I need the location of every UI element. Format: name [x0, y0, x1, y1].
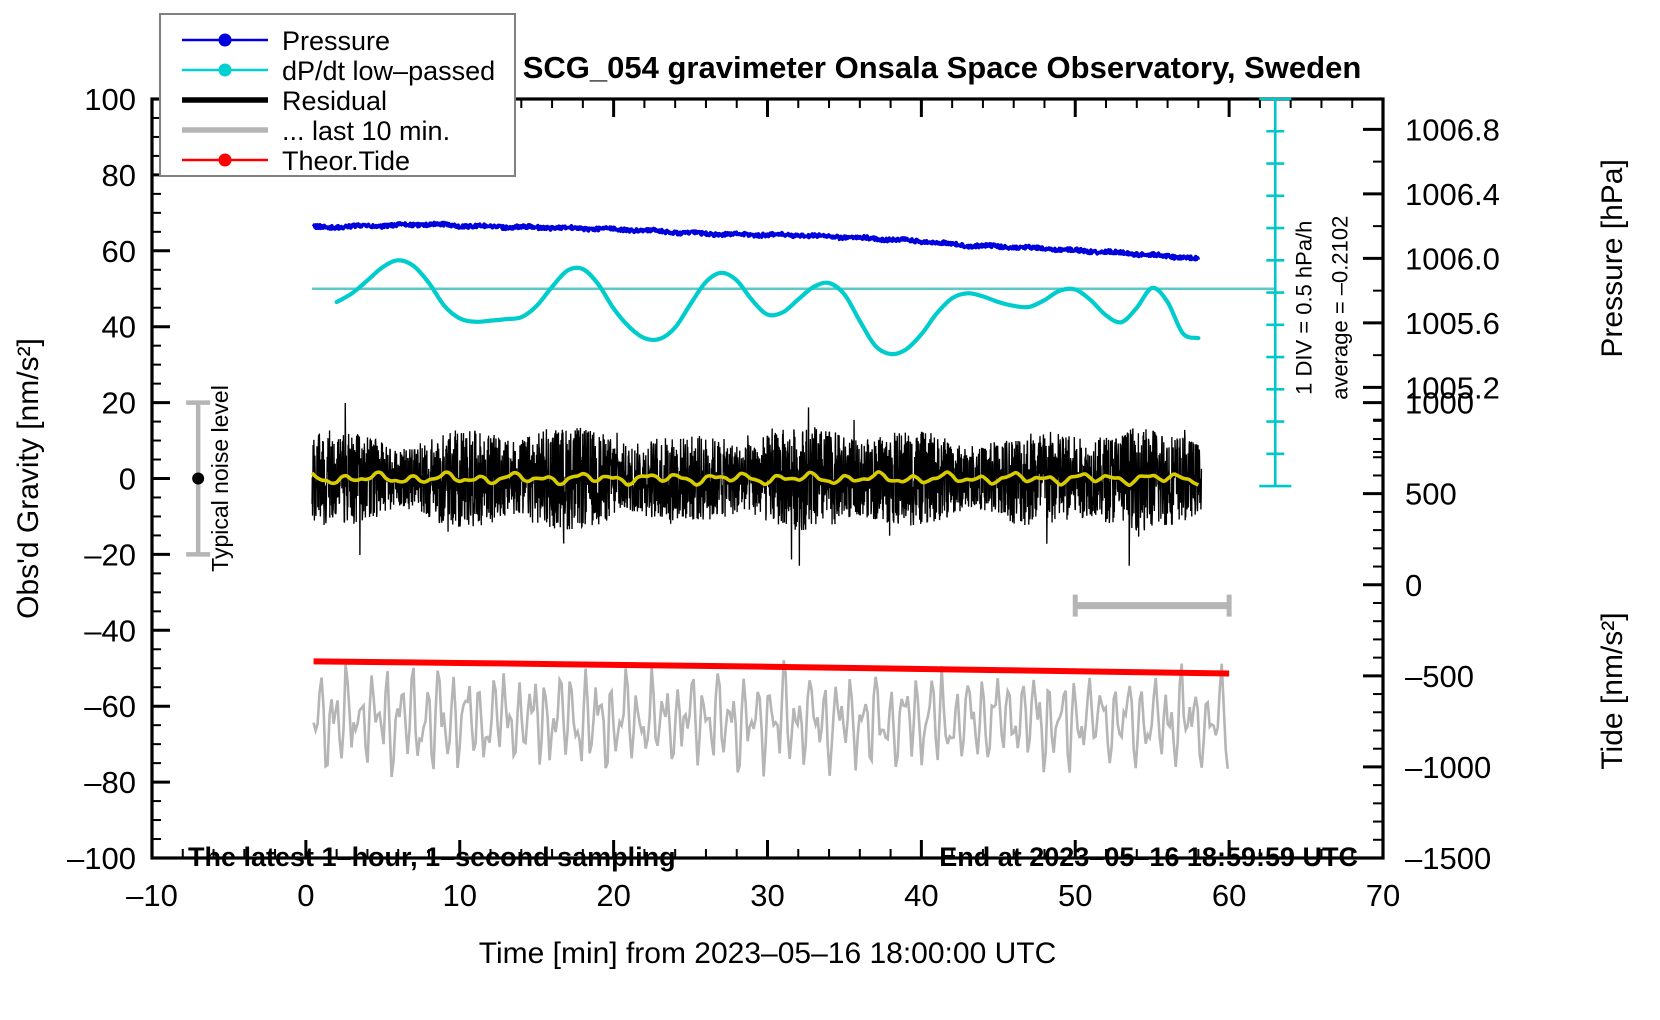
x-tick-label: 70	[1366, 878, 1400, 913]
typical-noise-level-marker: Typical noise level	[186, 385, 233, 572]
tide-tick-label: –1500	[1405, 841, 1491, 876]
dpdt-scale-note: 1 DIV = 0.5 hPa/h	[1291, 221, 1316, 395]
y-tick-label: 20	[102, 386, 136, 421]
pressure-tick-label: 1005.2	[1405, 370, 1500, 405]
legend-swatch-dot	[218, 153, 232, 167]
legend-label: ... last 10 min.	[282, 116, 450, 146]
y-tick-label: –100	[67, 841, 136, 876]
dpdt-trace	[334, 258, 1201, 357]
last-10-min-trace	[312, 660, 1230, 778]
y-tick-label: 60	[102, 234, 136, 269]
legend-label: Residual	[282, 86, 387, 116]
y-tick-label: 40	[102, 310, 136, 345]
y-tick-label: –40	[84, 613, 136, 648]
pressure-tick-label: 1006.4	[1405, 177, 1500, 212]
x-tick-label: 30	[750, 878, 784, 913]
y-axis-title: Obs'd Gravity [nm/s²]	[12, 338, 45, 619]
x-axis-title: Time [min] from 2023–05–16 18:00:00 UTC	[479, 937, 1057, 970]
legend-label: Pressure	[282, 26, 390, 56]
legend-item[interactable]: Residual	[182, 86, 387, 116]
x-tick-label: 50	[1058, 878, 1092, 913]
x-tick-label: 60	[1212, 878, 1246, 913]
chart-title: SCG_054 gravimeter Onsala Space Observat…	[523, 50, 1362, 85]
x-tick-label: 20	[596, 878, 630, 913]
y-axis-right: 1005.2 1005.6 1006.0 1006.4 1006.8 Pressure […	[1363, 112, 1629, 876]
pressure-tick-label: 1006.8	[1405, 112, 1500, 147]
residual-trace	[311, 402, 1203, 566]
theoretical-tide-trace	[313, 658, 1230, 677]
tide-tick-label: 500	[1405, 477, 1457, 512]
footer-left-note: The latest 1–hour, 1–second sampling	[188, 842, 676, 872]
legend-label: dP/dt low–passed	[282, 56, 495, 86]
footer-right-note: End at 2023–05–16 18:59:59 UTC	[939, 842, 1358, 872]
typical-noise-level-label: Typical noise level	[207, 385, 233, 572]
x-tick-label: –10	[126, 878, 178, 913]
tide-tick-label: –500	[1405, 659, 1474, 694]
y-tick-label: 80	[102, 158, 136, 193]
noise-center-dot	[192, 472, 205, 485]
x-tick-label: 0	[297, 878, 314, 913]
y-tick-label: –20	[84, 537, 136, 572]
pressure-tick-label: 1005.6	[1405, 306, 1500, 341]
pressure-tick-label: 1006.0	[1405, 241, 1500, 276]
pressure-axis-title: Pressure [hPa]	[1596, 159, 1629, 357]
residual-smoothed-trace	[310, 470, 1200, 487]
tide-tick-label: –1000	[1405, 750, 1491, 785]
y-tick-label: 100	[84, 82, 136, 117]
legend-swatch-dot	[218, 63, 232, 77]
dpdt-average-note: average = –0.2102	[1327, 216, 1352, 400]
last-10-min-span-bar	[1072, 594, 1232, 617]
legend-swatch-dot	[218, 33, 232, 47]
dpdt-scale-bar: 1 DIV = 0.5 hPa/h average = –0.2102	[1259, 97, 1352, 488]
y-tick-label: 0	[119, 462, 136, 497]
x-axis: –10 0 10 20 30 40 50 60 70 Time [min] from 2023–0…	[126, 99, 1400, 970]
legend-item[interactable]: Pressure	[182, 26, 390, 56]
x-tick-label: 10	[443, 878, 477, 913]
legend-label: Theor.Tide	[282, 146, 410, 176]
y-tick-label: –80	[84, 765, 136, 800]
tide-tick-label: 1000	[1405, 386, 1474, 421]
legend-item[interactable]: ... last 10 min.	[182, 116, 450, 146]
legend-item[interactable]: dP/dt low–passed	[182, 56, 495, 86]
y-tick-label: –60	[84, 689, 136, 724]
pressure-trace	[311, 220, 1201, 262]
y-axis-left: –100 –80 –60 –40 –20 0 20 40 60 80 100 Obs'd Gravit…	[12, 82, 170, 876]
tide-axis-title: Tide [nm/s²]	[1596, 612, 1629, 769]
legend-item[interactable]: Theor.Tide	[182, 146, 410, 176]
tide-tick-label: 0	[1405, 568, 1422, 603]
x-tick-label: 40	[904, 878, 938, 913]
